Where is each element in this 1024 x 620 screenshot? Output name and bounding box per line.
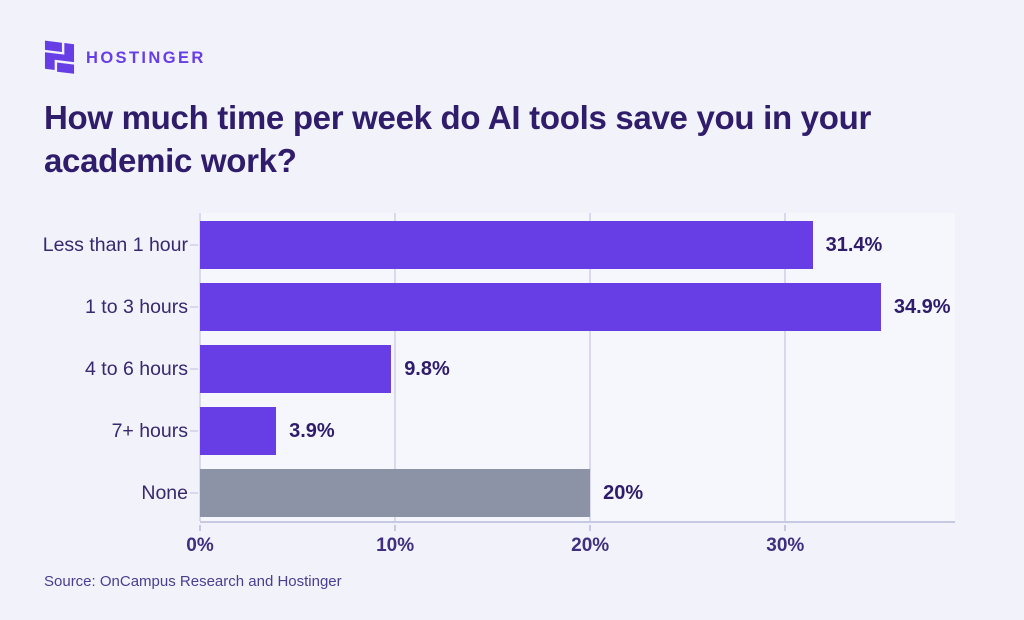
bar-rows: Less than 1 hour 31.4% 1 to 3 hours 34.9… — [40, 221, 955, 531]
chart-title-line2: academic work? — [44, 142, 297, 179]
bar-row: 1 to 3 hours 34.9% — [40, 283, 955, 331]
category-label: None — [141, 481, 188, 504]
value-label: 31.4% — [825, 233, 883, 256]
y-axis-tick — [190, 492, 198, 494]
logo-top-left-flag — [44, 40, 62, 52]
x-axis: 0% 10% 20% 30% — [186, 525, 955, 565]
x-tick-mark — [199, 525, 201, 531]
x-tick-label: 30% — [766, 535, 805, 556]
value-label: 20% — [603, 481, 644, 504]
value-label: 34.9% — [893, 295, 951, 318]
x-tick-mark — [394, 525, 397, 531]
bar — [200, 283, 881, 331]
brand-header: HOSTINGER — [44, 40, 206, 76]
value-label: 3.9% — [289, 419, 335, 442]
bar — [200, 221, 813, 269]
gridline — [394, 213, 397, 521]
gridline — [589, 213, 592, 521]
bar — [200, 345, 392, 393]
value-label: 9.8% — [404, 357, 450, 380]
y-axis-tick — [190, 430, 198, 432]
x-tick-label: 20% — [571, 535, 610, 556]
chart-title-line1: How much time per week do AI tools save … — [44, 99, 871, 136]
x-tick-label: 0% — [186, 535, 214, 556]
bar — [200, 407, 277, 455]
bar-row: 7+ hours 3.9% — [40, 407, 955, 455]
x-tick-mark — [589, 525, 592, 531]
gridline — [784, 213, 787, 521]
hostinger-logo-icon — [44, 40, 75, 74]
bar-chart: Less than 1 hour 31.4% 1 to 3 hours 34.9… — [40, 205, 955, 523]
bar-row: None 20% — [40, 469, 955, 517]
category-label: 1 to 3 hours — [85, 295, 188, 318]
x-tick-label: 10% — [376, 535, 415, 556]
source-caption: Source: OnCampus Research and Hostinger — [44, 573, 342, 590]
logo-bottom-right-flag — [57, 62, 75, 74]
bar-row: Less than 1 hour 31.4% — [40, 221, 955, 269]
brand-wordmark: HOSTINGER — [86, 48, 206, 67]
category-label: Less than 1 hour — [42, 233, 188, 256]
y-axis-tick — [190, 368, 198, 370]
bar — [200, 469, 591, 517]
bar-row: 4 to 6 hours 9.8% — [40, 345, 955, 393]
y-axis-tick — [190, 244, 198, 246]
chart-title: How much time per week do AI tools save … — [44, 96, 871, 182]
logo-zigzag — [44, 43, 75, 70]
x-tick-mark — [784, 525, 787, 531]
y-axis-tick — [190, 306, 198, 308]
category-label: 7+ hours — [111, 419, 188, 442]
category-label: 4 to 6 hours — [85, 357, 188, 380]
